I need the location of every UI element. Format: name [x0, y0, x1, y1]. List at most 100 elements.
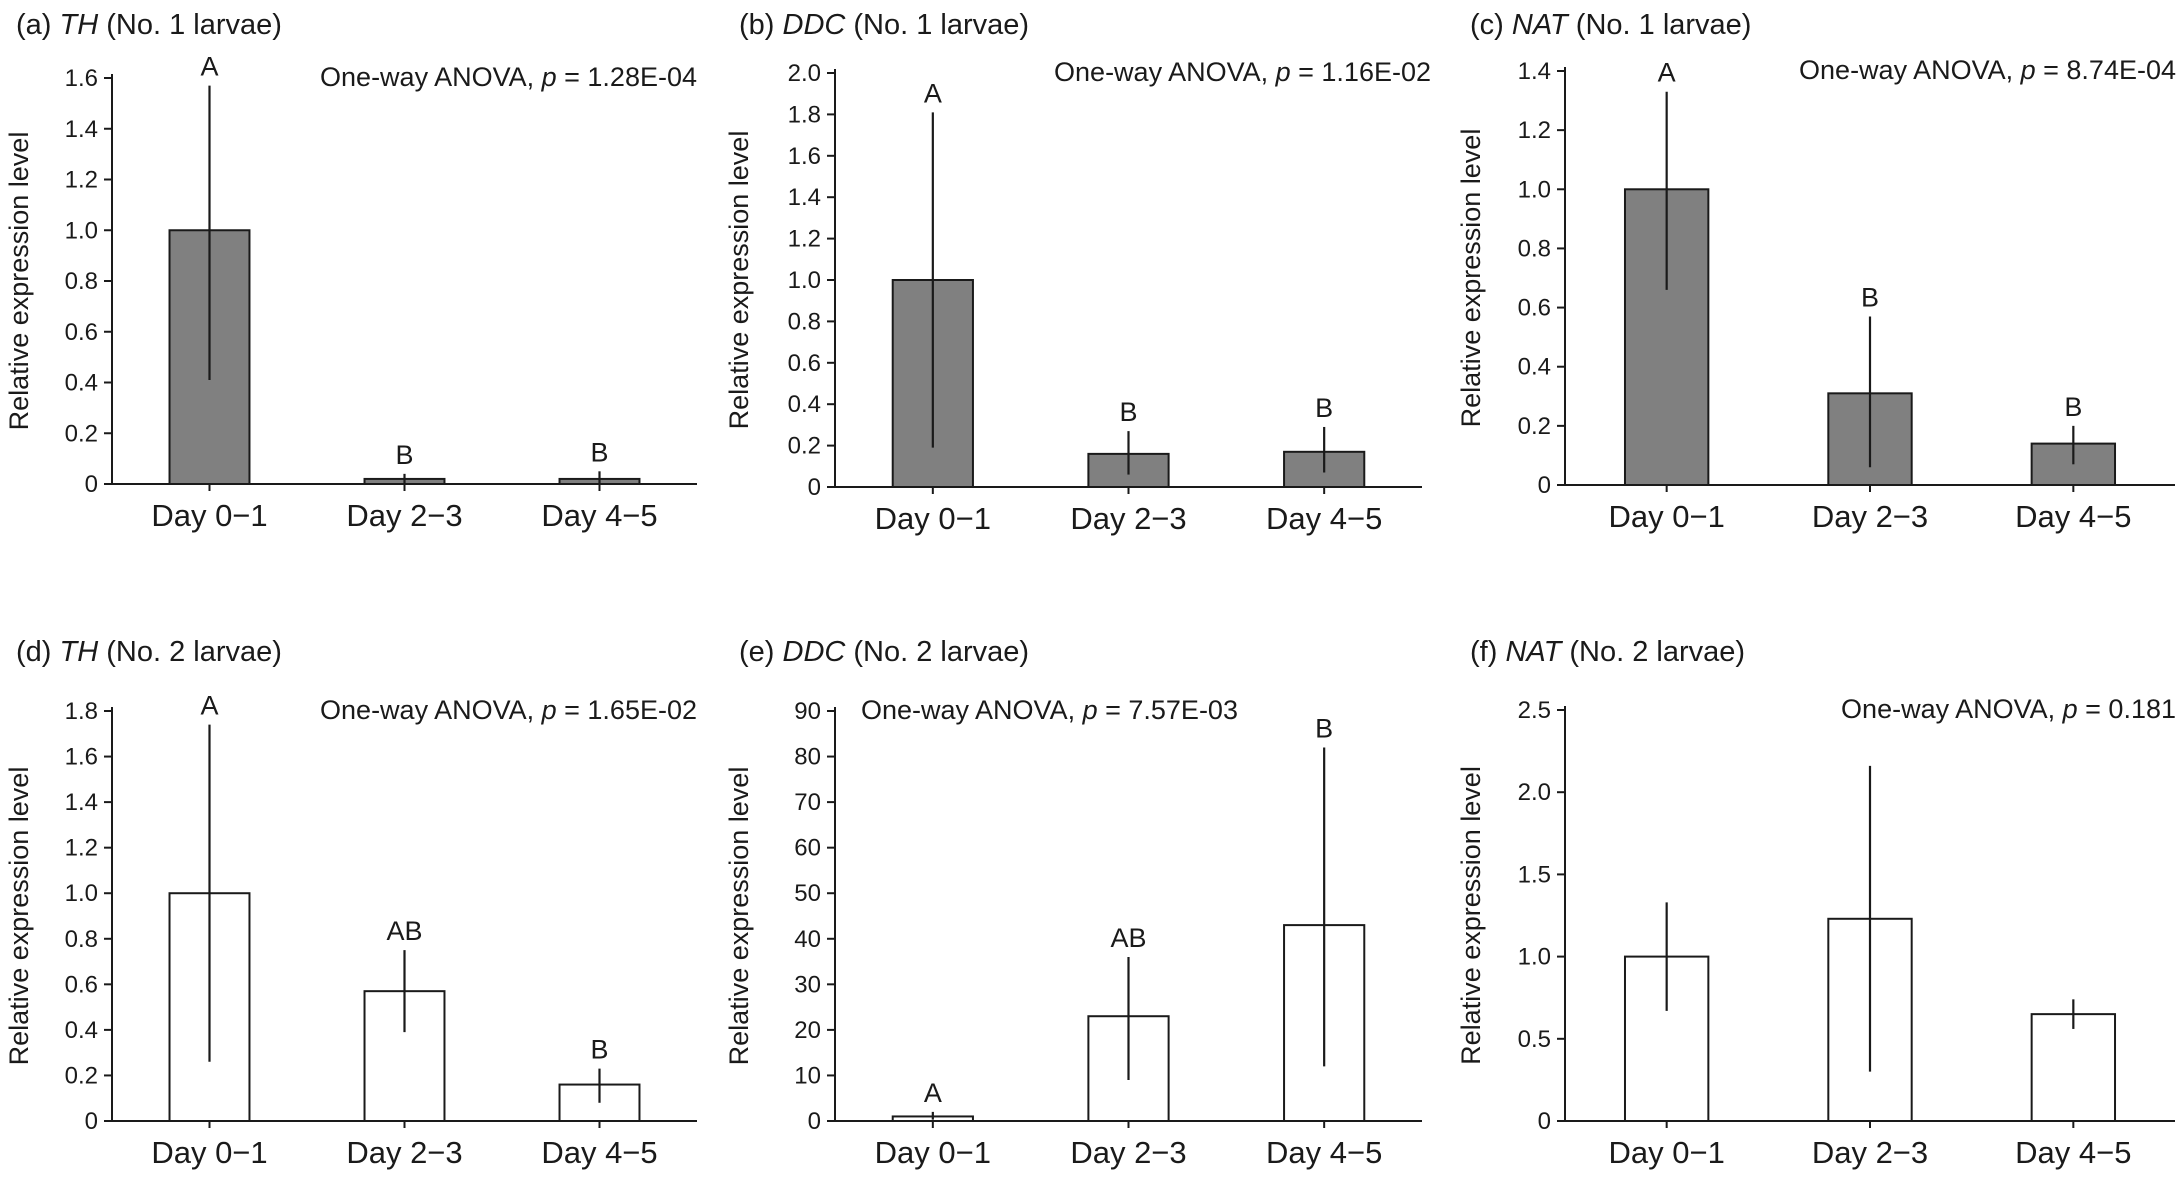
panel-letter: (b) — [739, 9, 783, 41]
panel-title: (e) DDC (No. 2 larvae) — [739, 636, 1029, 668]
y-tick-label: 1.0 — [1518, 176, 1551, 203]
y-tick-label: 0 — [1538, 1108, 1551, 1135]
x-tick-label: Day 0−1 — [875, 1135, 991, 1170]
y-axis-title: Relative expression level — [724, 131, 754, 430]
panel-subject: (No. 2 larvae) — [98, 636, 282, 668]
anova-label: One-way ANOVA, p = 1.65E-02 — [320, 695, 697, 725]
y-tick-label: 0.8 — [65, 268, 98, 295]
panel-subject: (No. 1 larvae) — [98, 9, 282, 41]
y-tick-label: 20 — [794, 1017, 821, 1044]
y-tick-label: 1.5 — [1518, 861, 1551, 888]
significance-letter: AB — [1110, 923, 1146, 953]
y-tick-label: 0 — [85, 471, 98, 498]
x-tick-label: Day 2−3 — [1812, 499, 1928, 534]
y-tick-label: 1.2 — [1518, 117, 1551, 144]
significance-letter: A — [200, 52, 218, 82]
anova-label: One-way ANOVA, p = 1.28E-04 — [320, 62, 697, 92]
y-tick-label: 2.0 — [788, 60, 821, 87]
y-tick-label: 1.8 — [788, 101, 821, 128]
panel-title: (b) DDC (No. 1 larvae) — [739, 9, 1029, 41]
x-tick-label: Day 4−5 — [541, 498, 657, 533]
panel-subject: (No. 1 larvae) — [845, 9, 1029, 41]
x-tick-label: Day 2−3 — [1070, 501, 1186, 536]
y-tick-label: 1.8 — [65, 698, 98, 725]
y-tick-label: 1.2 — [788, 226, 821, 253]
y-tick-label: 0.6 — [65, 971, 98, 998]
y-tick-label: 60 — [794, 835, 821, 862]
significance-letter: A — [200, 691, 218, 721]
x-tick-label: Day 4−5 — [2015, 1135, 2131, 1170]
panel-subject: (No. 1 larvae) — [1568, 9, 1752, 41]
anova-label: One-way ANOVA, p = 0.181 — [1841, 694, 2176, 724]
panel-letter: (c) — [1470, 9, 1512, 41]
y-tick-label: 0.6 — [1518, 295, 1551, 322]
y-tick-label: 0.2 — [1518, 413, 1551, 440]
significance-letter: B — [1315, 393, 1333, 423]
panel-title: (a) TH (No. 1 larvae) — [16, 9, 282, 41]
panel-5: (e) DDC (No. 2 larvae) One-way ANOVA, p =… — [724, 636, 1422, 1170]
y-tick-label: 0 — [85, 1108, 98, 1135]
y-tick-label: 0.8 — [1518, 235, 1551, 262]
significance-letter: AB — [386, 916, 422, 946]
x-tick-label: Day 4−5 — [1266, 1135, 1382, 1170]
y-tick-label: 0.6 — [65, 319, 98, 346]
y-tick-label: 1.4 — [65, 116, 98, 143]
y-tick-label: 0 — [808, 1108, 821, 1135]
gene-name: TH — [60, 636, 99, 668]
y-tick-label: 1.4 — [65, 789, 98, 816]
significance-letter: A — [924, 1078, 942, 1108]
anova-label: One-way ANOVA, p = 7.57E-03 — [861, 695, 1238, 725]
x-tick-label: Day 4−5 — [1266, 501, 1382, 536]
y-tick-label: 0.2 — [65, 420, 98, 447]
y-tick-label: 0.2 — [788, 433, 821, 460]
x-tick-label: Day 4−5 — [2015, 499, 2131, 534]
y-tick-label: 0.4 — [65, 370, 98, 397]
y-tick-label: 0.5 — [1518, 1026, 1551, 1053]
y-tick-label: 0 — [1538, 472, 1551, 499]
y-tick-label: 1.0 — [1518, 944, 1551, 971]
y-tick-label: 1.0 — [788, 267, 821, 294]
y-tick-label: 0.4 — [65, 1017, 98, 1044]
gene-name: DDC — [783, 636, 847, 668]
bar — [2030, 1013, 2117, 1123]
x-tick-label: Day 0−1 — [875, 501, 991, 536]
x-tick-label: Day 2−3 — [1812, 1135, 1928, 1170]
gene-name: DDC — [783, 9, 847, 41]
y-tick-label: 0.8 — [65, 926, 98, 953]
y-axis-title: Relative expression level — [724, 767, 754, 1066]
y-axis-title: Relative expression level — [4, 767, 34, 1066]
y-tick-label: 1.0 — [65, 217, 98, 244]
y-tick-label: 0.8 — [788, 308, 821, 335]
gene-name: NAT — [1512, 9, 1570, 41]
y-tick-label: 1.0 — [65, 880, 98, 907]
y-tick-label: 0.4 — [788, 391, 821, 418]
panel-1: (a) TH (No. 1 larvae) One-way ANOVA, p = … — [4, 9, 697, 533]
panel-2: (b) DDC (No. 1 larvae) One-way ANOVA, p =… — [724, 9, 1431, 536]
y-tick-label: 40 — [794, 926, 821, 953]
y-tick-label: 0 — [808, 474, 821, 501]
gene-name: NAT — [1505, 636, 1563, 668]
y-tick-label: 50 — [794, 880, 821, 907]
panel-letter: (f) — [1470, 636, 1505, 668]
anova-label: One-way ANOVA, p = 1.16E-02 — [1054, 57, 1431, 87]
significance-letter: A — [1658, 58, 1676, 88]
panel-letter: (a) — [16, 9, 60, 41]
y-tick-label: 1.6 — [788, 143, 821, 170]
y-tick-label: 1.6 — [65, 744, 98, 771]
y-tick-label: 10 — [794, 1062, 821, 1089]
x-tick-label: Day 2−3 — [1070, 1135, 1186, 1170]
y-tick-label: 0.6 — [788, 350, 821, 377]
panel-4: (d) TH (No. 2 larvae) One-way ANOVA, p = … — [4, 636, 697, 1170]
y-tick-label: 1.6 — [65, 65, 98, 92]
y-tick-label: 0.4 — [1518, 354, 1551, 381]
y-tick-label: 30 — [794, 971, 821, 998]
significance-letter: B — [1119, 397, 1137, 427]
significance-letter: B — [1861, 282, 1879, 312]
x-tick-label: Day 0−1 — [151, 498, 267, 533]
panel-subject: (No. 2 larvae) — [1561, 636, 1745, 668]
x-tick-label: Day 0−1 — [151, 1135, 267, 1170]
panel-letter: (d) — [16, 636, 60, 668]
panel-3: (c) NAT (No. 1 larvae) One-way ANOVA, p =… — [1456, 9, 2176, 534]
panel-subject: (No. 2 larvae) — [845, 636, 1029, 668]
